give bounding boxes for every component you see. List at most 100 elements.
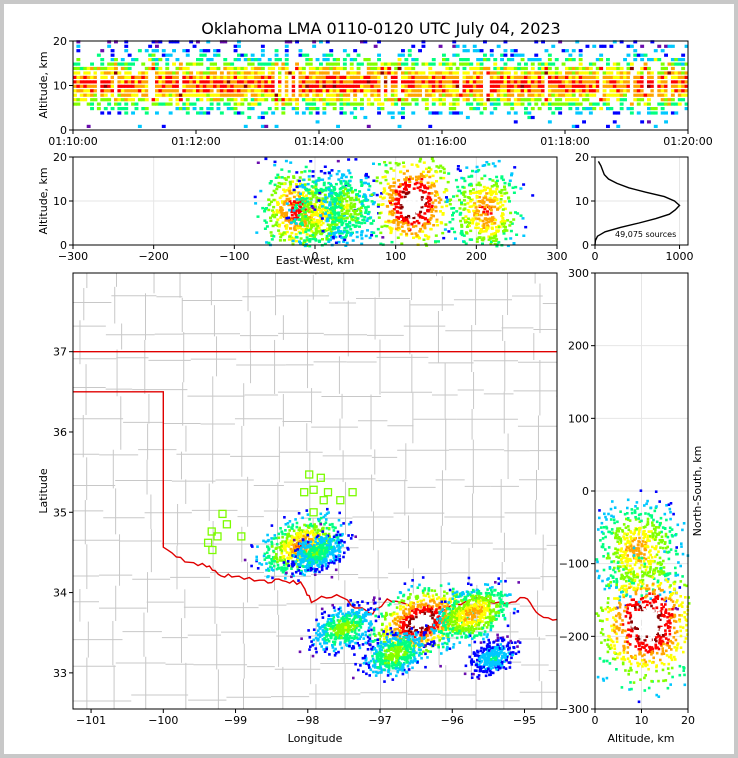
density-cell: [284, 93, 289, 97]
density-cell: [301, 53, 306, 57]
density-cell: [328, 201, 332, 204]
density-cell: [272, 205, 276, 209]
density-cell: [223, 75, 228, 79]
density-cell: [319, 210, 323, 214]
density-cell: [155, 89, 159, 93]
density-cell: [463, 203, 467, 206]
density-cell: [151, 58, 156, 62]
density-cell: [117, 89, 122, 93]
density-cell: [421, 230, 425, 233]
density-cell: [291, 80, 296, 84]
density-cell: [471, 169, 474, 173]
density-cell: [216, 107, 221, 111]
density-cell: [462, 80, 467, 84]
density-cell: [483, 205, 487, 209]
density-cell: [402, 165, 406, 168]
density-cell: [554, 107, 559, 111]
density-cell: [281, 71, 286, 75]
density-cell: [304, 230, 308, 234]
density-cell: [465, 232, 469, 235]
density-cell: [318, 205, 321, 209]
density-cell: [390, 240, 394, 244]
density-cell: [643, 93, 648, 97]
density-cell: [684, 80, 689, 84]
density-cell: [298, 49, 303, 53]
density-cell: [418, 89, 422, 93]
density-cell: [360, 202, 364, 205]
density-cell: [281, 570, 285, 574]
density-cell: [606, 98, 610, 102]
density-cell: [275, 209, 279, 212]
density-cell: [298, 204, 302, 208]
density-cell: [319, 214, 323, 217]
density-cell: [496, 202, 500, 205]
density-cell: [296, 543, 299, 546]
density-cell: [298, 84, 303, 88]
density-cell: [270, 238, 274, 241]
density-cell: [196, 80, 200, 84]
density-cell: [465, 75, 470, 79]
density-cell: [565, 80, 569, 84]
density-cell: [404, 75, 409, 79]
density-cell: [411, 44, 416, 48]
density-cell: [96, 53, 101, 57]
density-cell: [342, 186, 346, 189]
density-cell: [432, 224, 436, 227]
density-cell: [100, 58, 105, 62]
density-cell: [474, 191, 478, 194]
density-cell: [483, 75, 487, 79]
density-cell: [303, 186, 307, 189]
density-cell: [503, 89, 508, 93]
density-cell: [281, 75, 286, 79]
density-cell: [114, 40, 118, 44]
density-cell: [356, 213, 360, 216]
density-cell: [681, 93, 686, 97]
density-cell: [292, 195, 296, 199]
density-cell: [120, 107, 125, 111]
density-cell: [240, 98, 245, 102]
density-cell: [420, 189, 424, 193]
density-cell: [287, 541, 290, 545]
density-cell: [428, 175, 432, 179]
density-cell: [472, 209, 476, 213]
density-cell: [397, 75, 402, 79]
density-cell: [76, 58, 81, 62]
density-cell: [257, 84, 262, 88]
density-cell: [544, 49, 549, 53]
density-cell: [342, 80, 347, 84]
density-cell: [299, 241, 302, 245]
density-cell: [355, 209, 358, 212]
density-cell: [342, 58, 347, 62]
density-cell: [216, 89, 221, 93]
density-cell: [513, 84, 518, 88]
density-cell: [302, 240, 306, 244]
density-cell: [383, 84, 388, 88]
density-cell: [354, 158, 358, 161]
density-cell: [250, 84, 255, 88]
density-cell: [423, 212, 427, 215]
density-cell: [575, 66, 580, 71]
density-cell: [254, 98, 258, 102]
density-cell: [73, 80, 77, 84]
density-cell: [340, 209, 344, 213]
density-cell: [272, 564, 276, 568]
density-cell: [462, 208, 466, 211]
density-cell: [315, 66, 320, 71]
density-cell: [287, 238, 291, 241]
density-cell: [168, 40, 173, 44]
density-cell: [629, 107, 634, 111]
density-cell: [385, 204, 389, 208]
density-cell: [681, 62, 686, 66]
density-cell: [468, 189, 472, 193]
density-cell: [568, 80, 573, 84]
density-cell: [383, 80, 388, 84]
density-cell: [315, 213, 318, 216]
density-cell: [306, 182, 310, 186]
density-cell: [506, 111, 511, 115]
density-cell: [342, 236, 346, 239]
density-cell: [301, 111, 306, 115]
density-cell: [469, 102, 474, 106]
density-cell: [124, 84, 129, 88]
density-cell: [341, 174, 345, 177]
density-cell: [278, 89, 282, 93]
